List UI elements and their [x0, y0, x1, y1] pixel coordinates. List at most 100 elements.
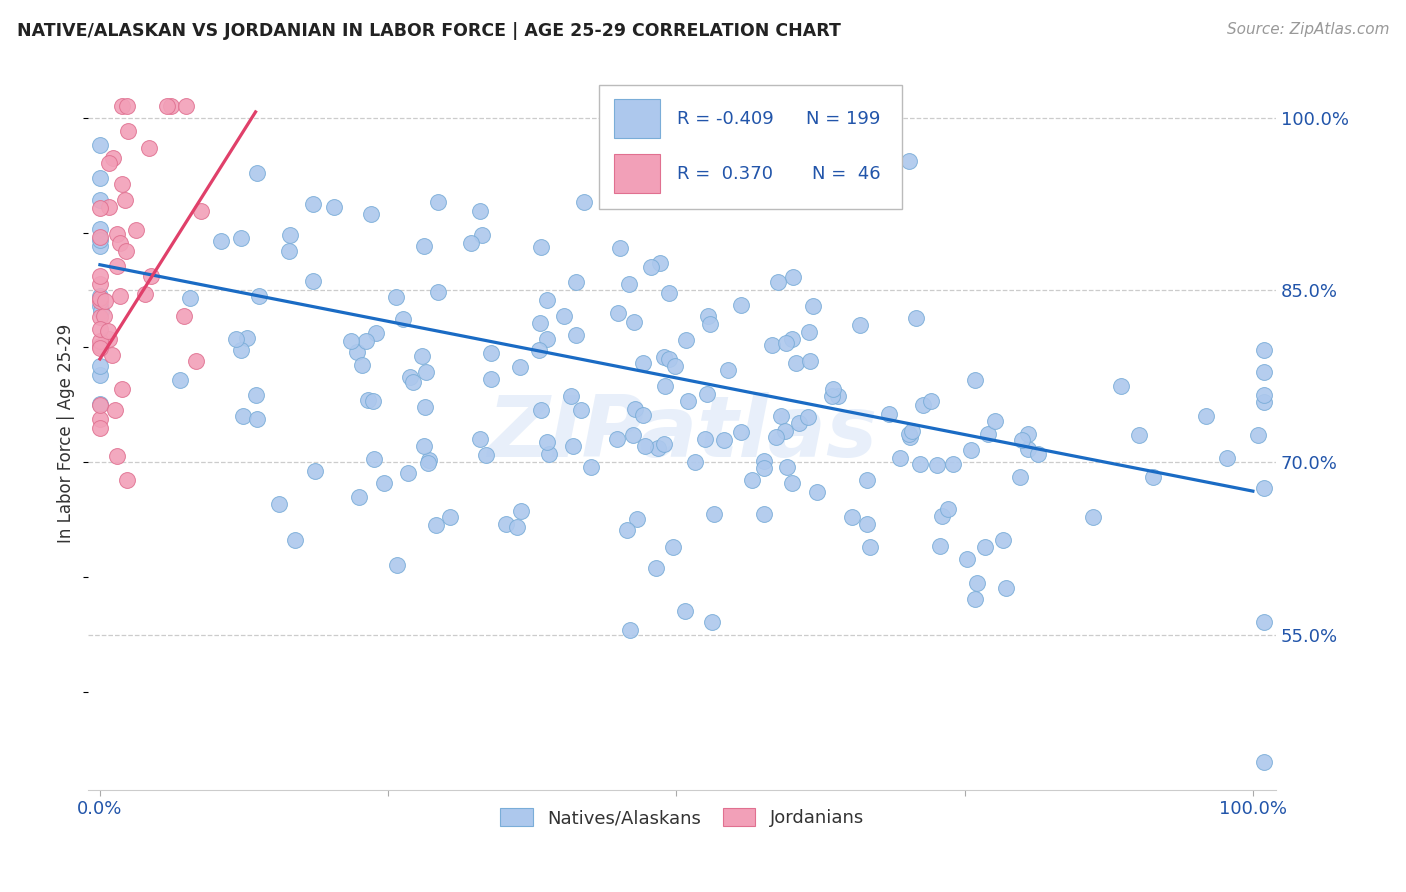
Point [928, 539, 950, 553]
Point [90, 304, 112, 318]
Point [780, 332, 803, 346]
Point [184, 353, 207, 368]
Point [479, 372, 502, 386]
Point [426, 195, 449, 210]
Point [110, 235, 132, 250]
Point [889, 450, 911, 465]
Point [481, 346, 503, 360]
Point [606, 306, 628, 320]
Point [564, 275, 586, 289]
Point [89, 277, 111, 292]
Point [775, 335, 797, 350]
Point [413, 439, 436, 453]
Point [101, 151, 124, 165]
Point [89, 368, 111, 382]
FancyBboxPatch shape [614, 99, 659, 138]
Point [402, 375, 425, 389]
Point [301, 273, 323, 287]
Point [994, 581, 1017, 595]
Point [959, 442, 981, 457]
Point [398, 370, 420, 384]
Point [232, 409, 254, 423]
Point [104, 402, 127, 417]
Point [571, 403, 593, 417]
Point [1011, 433, 1033, 447]
Point [713, 434, 735, 448]
Point [730, 298, 752, 312]
Point [89, 421, 111, 435]
Point [468, 432, 491, 446]
Point [1253, 395, 1275, 409]
Point [609, 241, 631, 255]
Point [536, 435, 558, 450]
Point [302, 197, 325, 211]
Point [101, 348, 124, 362]
Point [363, 452, 385, 467]
Point [856, 474, 879, 488]
Point [111, 382, 134, 396]
Point [606, 433, 628, 447]
Point [505, 520, 527, 534]
Point [879, 408, 901, 422]
Text: N = 199: N = 199 [806, 110, 880, 128]
Point [991, 533, 1014, 547]
Point [776, 459, 799, 474]
Point [654, 378, 676, 392]
Point [965, 591, 987, 606]
Point [703, 507, 725, 521]
Point [696, 387, 718, 401]
Point [965, 373, 987, 387]
Point [89, 293, 111, 308]
Point [562, 439, 585, 453]
Point [277, 244, 299, 259]
Point [920, 393, 942, 408]
Point [553, 310, 575, 324]
Point [247, 289, 270, 303]
Point [97, 324, 120, 338]
Point [898, 427, 921, 442]
Point [364, 326, 387, 340]
Point [1253, 755, 1275, 769]
Point [638, 191, 661, 205]
Point [536, 293, 558, 307]
Point [460, 235, 482, 250]
Point [619, 623, 641, 637]
Point [1128, 427, 1150, 442]
Point [530, 403, 553, 417]
Point [765, 430, 787, 444]
Point [761, 338, 783, 352]
Point [179, 291, 201, 305]
Point [827, 389, 849, 403]
Point [984, 414, 1007, 428]
Point [821, 389, 844, 403]
Point [693, 432, 716, 446]
Point [1028, 447, 1050, 461]
Point [560, 389, 582, 403]
Point [138, 141, 160, 155]
Point [617, 277, 640, 291]
Point [901, 424, 924, 438]
Point [1253, 481, 1275, 495]
Point [267, 497, 290, 511]
Point [623, 401, 645, 416]
Point [134, 287, 156, 301]
Point [89, 239, 111, 253]
Point [141, 269, 163, 284]
Point [105, 259, 128, 273]
Point [645, 561, 668, 575]
Point [509, 359, 531, 374]
Point [387, 558, 409, 572]
Point [89, 397, 111, 411]
Point [849, 318, 872, 333]
Point [98, 332, 121, 346]
Text: R = -0.409: R = -0.409 [678, 110, 775, 128]
Point [225, 332, 247, 346]
Point [89, 359, 111, 374]
Point [787, 416, 810, 430]
Point [89, 291, 111, 305]
Point [174, 99, 197, 113]
Text: NATIVE/ALASKAN VS JORDANIAN IN LABOR FORCE | AGE 25-29 CORRELATION CHART: NATIVE/ALASKAN VS JORDANIAN IN LABOR FOR… [17, 22, 841, 40]
Point [974, 541, 997, 555]
Point [770, 409, 793, 423]
Point [572, 194, 595, 209]
